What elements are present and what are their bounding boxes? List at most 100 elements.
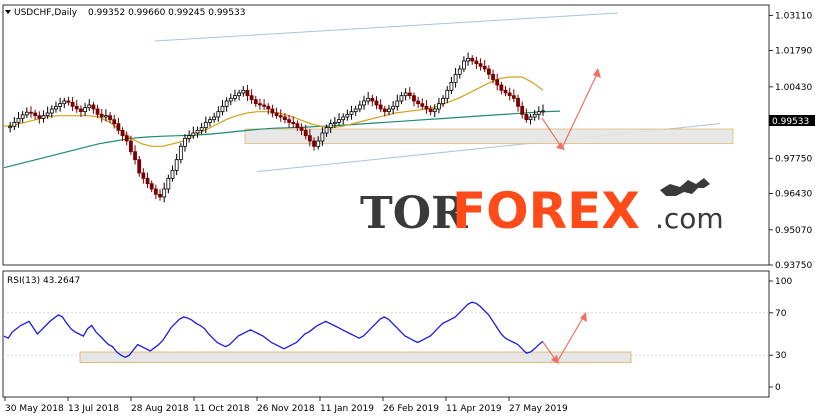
candle-body bbox=[153, 188, 158, 195]
candle-body bbox=[332, 121, 337, 125]
price-tick-label: 0.95070 bbox=[775, 226, 812, 236]
watermark-forex: FOREX bbox=[452, 182, 640, 240]
candle-body bbox=[457, 68, 462, 75]
candle-body bbox=[299, 127, 304, 131]
candle-body bbox=[474, 60, 479, 65]
candle-body bbox=[424, 105, 429, 110]
candle-body bbox=[158, 193, 162, 198]
candle-body bbox=[108, 115, 112, 121]
channel-upper-line bbox=[154, 12, 619, 42]
candle-body bbox=[228, 97, 233, 102]
candle-body bbox=[470, 57, 475, 62]
candle-body bbox=[166, 177, 171, 190]
rsi-tick-label: 100 bbox=[775, 277, 792, 287]
candle-body bbox=[278, 115, 283, 118]
candle-body bbox=[203, 121, 208, 129]
candle-body bbox=[503, 89, 508, 94]
ma-slow-line bbox=[3, 110, 561, 169]
candle-body bbox=[478, 63, 483, 67]
candle-body bbox=[316, 140, 321, 147]
candle-body bbox=[162, 188, 167, 198]
x-tick-label: 27 May 2019 bbox=[509, 404, 568, 414]
candle-body bbox=[491, 73, 495, 81]
candle-body bbox=[466, 57, 470, 62]
candle-body bbox=[33, 112, 38, 117]
candle-body bbox=[428, 108, 433, 113]
candle-body bbox=[357, 104, 362, 110]
candle-body bbox=[183, 137, 187, 147]
candle-body bbox=[416, 100, 421, 105]
candle-body bbox=[212, 116, 217, 121]
x-tick-label: 28 Aug 2018 bbox=[131, 404, 189, 414]
price-tick-label: 1.01790 bbox=[775, 47, 812, 57]
candle-body bbox=[12, 121, 17, 127]
candle-body bbox=[253, 99, 258, 105]
symbol-label: USDCHF,Daily bbox=[14, 8, 78, 18]
candle-body bbox=[395, 100, 400, 107]
candle-body bbox=[62, 100, 67, 105]
candle-body bbox=[220, 105, 225, 113]
candle-body bbox=[341, 116, 346, 121]
candle-body bbox=[274, 112, 279, 117]
candle-body bbox=[520, 105, 525, 115]
candle-body bbox=[216, 111, 221, 118]
bull-bear-logo-icon bbox=[660, 178, 710, 196]
candle-body bbox=[133, 151, 137, 161]
candle-body bbox=[128, 140, 133, 153]
x-tick-label: 26 Nov 2018 bbox=[257, 404, 315, 414]
candle-body bbox=[37, 115, 42, 119]
current-price-marker: 0.99533 bbox=[769, 115, 815, 127]
candle-body bbox=[91, 104, 96, 110]
candle-body bbox=[83, 107, 87, 113]
candle-body bbox=[366, 97, 371, 102]
arrow-head-icon bbox=[580, 312, 587, 322]
candle-body bbox=[345, 113, 350, 118]
candle-body bbox=[191, 132, 196, 137]
arrow-head-icon bbox=[556, 142, 565, 150]
candle-body bbox=[295, 123, 300, 129]
candle-body bbox=[516, 97, 520, 107]
candle-body bbox=[495, 79, 500, 86]
rsi-panel-frame bbox=[2, 270, 770, 398]
candle-body bbox=[420, 103, 425, 107]
candle-body bbox=[507, 92, 512, 97]
candle-body bbox=[486, 68, 491, 75]
candle-body bbox=[511, 95, 516, 99]
candle-body bbox=[245, 89, 250, 97]
candle-body bbox=[195, 129, 200, 134]
candle-body bbox=[482, 65, 487, 70]
candle-body bbox=[87, 104, 92, 109]
candle-body bbox=[8, 125, 13, 129]
rsi-tick-label: 70 bbox=[775, 309, 787, 319]
candle-body bbox=[70, 101, 75, 107]
candle-body bbox=[378, 104, 383, 110]
candle-body bbox=[104, 115, 108, 118]
current-price-label: 0.99533 bbox=[772, 117, 809, 127]
chart-header: USDCHF,Daily 0.99352 0.99660 0.99245 0.9… bbox=[5, 8, 245, 286]
candle-body bbox=[149, 183, 154, 190]
price-panel-frame bbox=[2, 4, 770, 266]
candle-body bbox=[328, 123, 333, 129]
candle-body bbox=[441, 97, 445, 105]
candle-body bbox=[403, 92, 408, 97]
rsi-tick-label: 30 bbox=[775, 351, 787, 361]
candle-body bbox=[116, 123, 121, 131]
candle-body bbox=[79, 108, 83, 113]
support-zone bbox=[244, 128, 734, 145]
candle-body bbox=[291, 121, 296, 125]
candle-body bbox=[349, 111, 354, 115]
price-tick-label: 0.93750 bbox=[775, 261, 812, 271]
arrow-head-icon bbox=[551, 355, 559, 364]
candle-body bbox=[307, 135, 312, 142]
rsi-plot bbox=[3, 301, 769, 364]
candle-body bbox=[462, 60, 466, 70]
candle-body bbox=[58, 103, 63, 107]
candle-body bbox=[499, 84, 504, 91]
candle-body bbox=[237, 92, 242, 97]
candle-body bbox=[362, 100, 366, 106]
candle-body bbox=[170, 169, 175, 179]
candle-body bbox=[24, 111, 29, 116]
candle-body bbox=[266, 105, 271, 110]
dropdown-triangle-icon[interactable] bbox=[5, 10, 11, 14]
candle-body bbox=[453, 73, 458, 83]
